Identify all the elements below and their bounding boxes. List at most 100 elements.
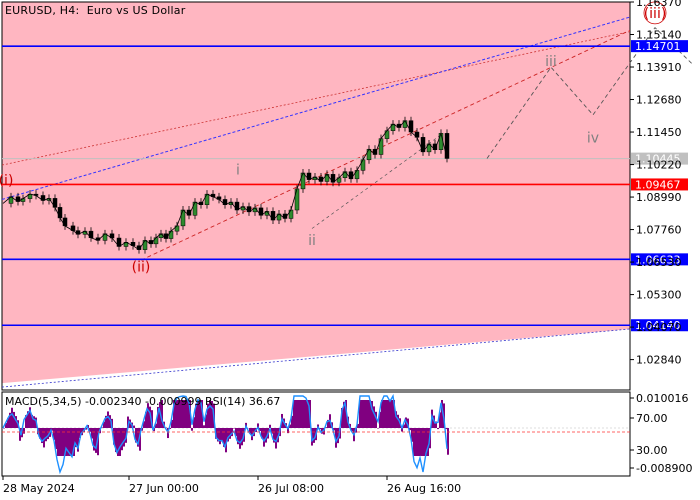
time-tick-label: 27 Jun 00:00 [129,482,199,495]
red-dotted-trendline [1,31,631,166]
macd-histogram-bar [275,428,277,449]
macd-histogram-bar [141,428,143,431]
macd-histogram-bar [57,428,59,456]
macd-histogram-bar [411,428,413,442]
macd-histogram-bar [91,428,93,439]
macd-tick-label: 70.00 [636,412,668,425]
level-label-bg-0 [631,40,688,53]
wave-label-3: ii [308,233,316,249]
macd-histogram-bar [33,416,35,428]
level-label-bg-2 [631,178,688,191]
macd-histogram-bar [205,414,207,428]
macd-histogram-bar [105,415,107,428]
macd-histogram-bar [423,428,425,456]
macd-histogram-bar [337,428,339,444]
macd-histogram-bar [39,428,41,439]
macd-histogram-bar [151,410,153,428]
macd-histogram-bar [363,400,365,428]
level-label-bg-4 [631,319,688,332]
instrument-description: Euro vs US Dollar [86,4,186,17]
macd-histogram-bar [375,411,377,428]
macd-histogram-bar [319,428,321,430]
macd-histogram-bar [445,428,447,430]
macd-histogram-bar [351,428,353,432]
macd-histogram-bar [69,428,71,456]
macd-histogram-bar [191,428,193,431]
timeframe-label: H4 [59,4,76,17]
main-pane-border [1,1,631,391]
price-tick-label: 1.12680 [636,94,682,107]
macd-histogram-bar [179,400,181,428]
macd-histogram-bar [219,428,221,445]
macd-histogram-bar [395,411,397,428]
macd-histogram-bar [313,428,315,443]
macd-histogram-bar [149,406,151,428]
macd-histogram-bar [251,428,253,441]
macd-histogram-bar [295,400,297,428]
macd-histogram-bar [127,416,129,428]
chart-background [2,2,630,390]
price-tick-label: 1.13910 [636,61,682,74]
macd-histogram-bar [439,412,441,428]
macd-histogram-bar [383,400,385,428]
candle-body [142,240,148,250]
macd-histogram-bar [171,419,173,428]
macd-histogram-bar [71,428,73,456]
macd-histogram-bar [113,428,115,445]
macd-histogram-bar [217,428,219,442]
candle-body [180,209,186,227]
macd-histogram-bar [287,428,289,434]
macd-histogram-bar [107,411,109,428]
macd-histogram-bar [425,428,427,456]
price-tick-label: 1.05300 [636,289,682,302]
macd-histogram-bar [447,428,449,455]
macd-rsi-title: MACD(5,34,5) -0.002340 -0.000999 RSI(14)… [5,395,281,408]
macd-histogram-bar [43,428,45,448]
macd-histogram-bar [9,412,11,428]
macd-histogram-bar [273,428,275,443]
macd-histogram-bar [7,417,9,428]
macd-histogram-bar [393,400,395,428]
macd-histogram-bar [389,400,391,428]
time-tick-label: 26 Aug 16:00 [387,482,461,495]
macd-histogram-bar [303,400,305,428]
level-label-bg-1 [631,152,688,165]
wave-label-6: (iii) [644,6,667,22]
macd-histogram-bar [109,415,111,428]
wave-label-0: (i) [0,173,13,189]
macd-histogram-bar [265,428,267,443]
macd-histogram-bar [41,428,43,444]
macd-histogram-bar [419,428,421,456]
wave-label-5: iv [587,131,599,147]
macd-histogram-bar [115,428,117,453]
candle-body [168,230,174,239]
macd-histogram-bar [185,400,187,428]
macd-histogram-bar [359,400,361,428]
macd-histogram-bar [183,400,185,428]
macd-histogram-bar [403,424,405,428]
macd-histogram-bar [301,400,303,428]
macd-histogram-bar [15,416,17,428]
macd-histogram-bar [77,428,79,452]
macd-histogram-bar [239,428,241,449]
candle-body [62,217,68,227]
wave-label-1: (ii) [132,259,151,275]
macd-histogram-bar [203,425,205,428]
macd-histogram-bar [437,428,439,430]
macd-histogram-bar [361,400,363,428]
macd-histogram-bar [121,428,123,451]
price-tick-label: 1.10220 [636,159,682,172]
macd-histogram-bar [327,419,329,428]
macd-histogram-bar [29,407,31,428]
macd-histogram-bar [229,428,231,439]
macd-histogram-bar [241,428,243,446]
candle-body [438,133,444,150]
price-tick-label: 1.15140 [636,29,682,42]
macd-histogram-bar [197,400,199,428]
macd-histogram-bar [417,428,419,456]
macd-histogram-bar [341,408,343,428]
macd-histogram-bar [235,428,237,437]
macd-histogram-bar [137,428,139,447]
macd-histogram-bar [409,428,411,431]
